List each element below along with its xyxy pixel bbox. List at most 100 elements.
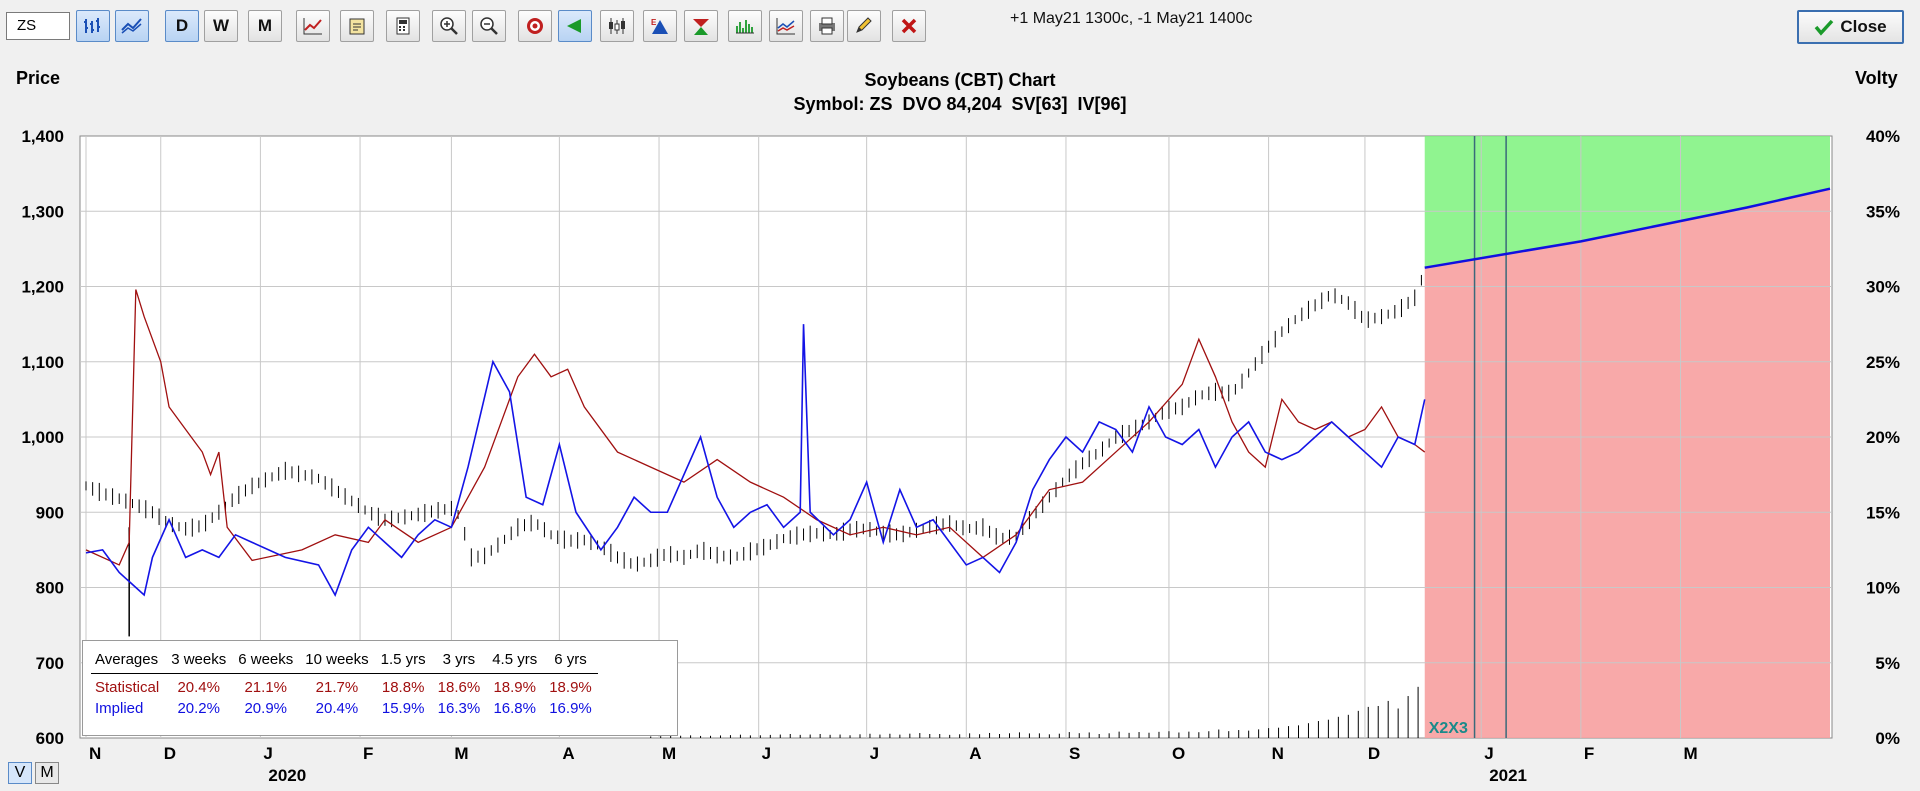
statistical-label: Statistical (95, 679, 160, 696)
statistical-line (85, 289, 1426, 566)
y-tick-label: 700 (36, 654, 64, 673)
y-tick-label: 1,100 (21, 353, 64, 372)
table-cell: 16.8% (493, 700, 536, 717)
table-cell: 20.9% (244, 700, 288, 717)
statistical-series (85, 289, 1426, 566)
x-month-label: S (1069, 744, 1080, 763)
x-month-label: D (164, 744, 176, 763)
x-month-label: F (363, 744, 373, 763)
up-triangle-button[interactable]: E (643, 10, 677, 42)
volume-bars (650, 686, 1419, 738)
zoom-out-button[interactable] (472, 10, 506, 42)
header-4-5-yrs: 4.5 yrs (486, 649, 544, 674)
market-mode-button[interactable]: M (35, 762, 59, 784)
symbol-input[interactable]: ZS (6, 12, 70, 40)
y2-tick-label: 40% (1866, 127, 1900, 146)
x-month-label: D (1368, 744, 1380, 763)
table-cell: 21.7% (315, 679, 359, 696)
y2-tick-label: 5% (1875, 654, 1900, 673)
lines-icon (121, 18, 142, 34)
table-cell: 18.9% (493, 679, 536, 696)
zoom-out-icon (480, 17, 498, 35)
down-triangle-button[interactable] (684, 10, 718, 42)
table-cell: 20.4% (315, 700, 359, 717)
y-tick-label: 800 (36, 579, 64, 598)
table-cell: 18.6% (437, 679, 481, 696)
print-button[interactable] (810, 10, 844, 42)
period-daily-button[interactable]: D (165, 10, 199, 42)
table-cell: 18.9% (549, 679, 592, 696)
target-icon (527, 18, 543, 34)
implied-row: Implied 20.2% 20.9% 20.4% 15.9% 16.3% 16… (91, 698, 598, 719)
close-button[interactable]: Close (1797, 10, 1904, 44)
header-10-weeks: 10 weeks (299, 649, 375, 674)
x-year-label: 2021 (1489, 766, 1527, 785)
calculator-button[interactable] (386, 10, 420, 42)
volatility-mode-button[interactable]: V (8, 762, 32, 784)
table-cell: 16.9% (549, 700, 592, 717)
study-button[interactable] (340, 10, 374, 42)
implied-series (85, 324, 1426, 597)
x-month-label: F (1584, 744, 1594, 763)
bar-chart-button[interactable] (76, 10, 110, 42)
draw-button[interactable] (847, 10, 881, 42)
y2-tick-label: 20% (1866, 428, 1900, 447)
implied-label: Implied (95, 700, 144, 717)
implied-line (85, 324, 1426, 597)
x-month-label: J (263, 744, 272, 763)
clipboard-icon (349, 18, 365, 35)
toolbar: ZS D W M E (0, 0, 1920, 54)
x-month-label: O (1172, 744, 1185, 763)
checkmark-icon (1814, 19, 1834, 36)
statistical-row: Statistical 20.4% 21.1% 21.7% 18.8% 18.6… (91, 674, 598, 699)
chart-title: Soybeans (CBT) Chart (864, 70, 1055, 90)
volume-chart-button[interactable] (728, 10, 762, 42)
x-month-label: N (1272, 744, 1284, 763)
x-month-label: J (1484, 744, 1493, 763)
y-tick-label: 1,400 (21, 127, 64, 146)
zoom-in-icon (440, 17, 458, 35)
table-cell: 18.8% (381, 679, 425, 696)
period-monthly-button[interactable]: M (248, 10, 282, 42)
x-month-label: M (662, 744, 676, 763)
table-cell: 16.3% (437, 700, 481, 717)
y2-tick-label: 30% (1866, 278, 1900, 297)
projection-zone (1424, 136, 1830, 739)
period-weekly-button[interactable]: W (204, 10, 238, 42)
y-tick-label: 1,200 (21, 278, 64, 297)
volume-chart-icon (736, 20, 754, 34)
price-series (85, 274, 1422, 637)
table-cell: 21.1% (244, 679, 288, 696)
position-note: +1 May21 1300c, -1 May21 1400c (1010, 10, 1253, 27)
averages-header-row: Averages 3 weeks 6 weeks 10 weeks 1.5 yr… (91, 649, 598, 674)
y-tick-label: 900 (36, 503, 64, 522)
calculator-icon (396, 17, 410, 35)
y2-tick-label: 10% (1866, 579, 1900, 598)
arrow-tool-button[interactable] (558, 10, 592, 42)
line-chart-button[interactable] (115, 10, 149, 42)
y2-axis-label: Volty (1855, 68, 1898, 88)
grid-icon (303, 18, 322, 35)
y-tick-label: 600 (36, 729, 64, 748)
x-month-label: A (562, 744, 574, 763)
candlestick-icon (609, 18, 625, 34)
table-cell: 20.2% (177, 700, 220, 717)
strike-markers-label: X2X3 (1429, 720, 1468, 737)
x-month-label: A (969, 744, 981, 763)
axes: 600 700 800 900 1,000 1,100 1,200 1,300 1,400 0% 5… (21, 127, 1900, 785)
compare-chart-button[interactable] (769, 10, 803, 42)
x-month-label: M (454, 744, 468, 763)
candle-tool-button[interactable] (600, 10, 634, 42)
header-3-weeks: 3 weeks (165, 649, 233, 674)
x-month-label: J (870, 744, 879, 763)
triangle-down-icon (693, 19, 709, 35)
y2-tick-label: 0% (1875, 729, 1900, 748)
averages-panel: Averages 3 weeks 6 weeks 10 weeks 1.5 yr… (82, 640, 678, 736)
target-button[interactable] (518, 10, 552, 42)
grid-chart-button[interactable] (296, 10, 330, 42)
pencil-icon (856, 17, 872, 33)
delete-button[interactable] (892, 10, 926, 42)
zoom-in-button[interactable] (432, 10, 466, 42)
upper-zone (1424, 136, 1830, 268)
header-1-5-yrs: 1.5 yrs (374, 649, 432, 674)
